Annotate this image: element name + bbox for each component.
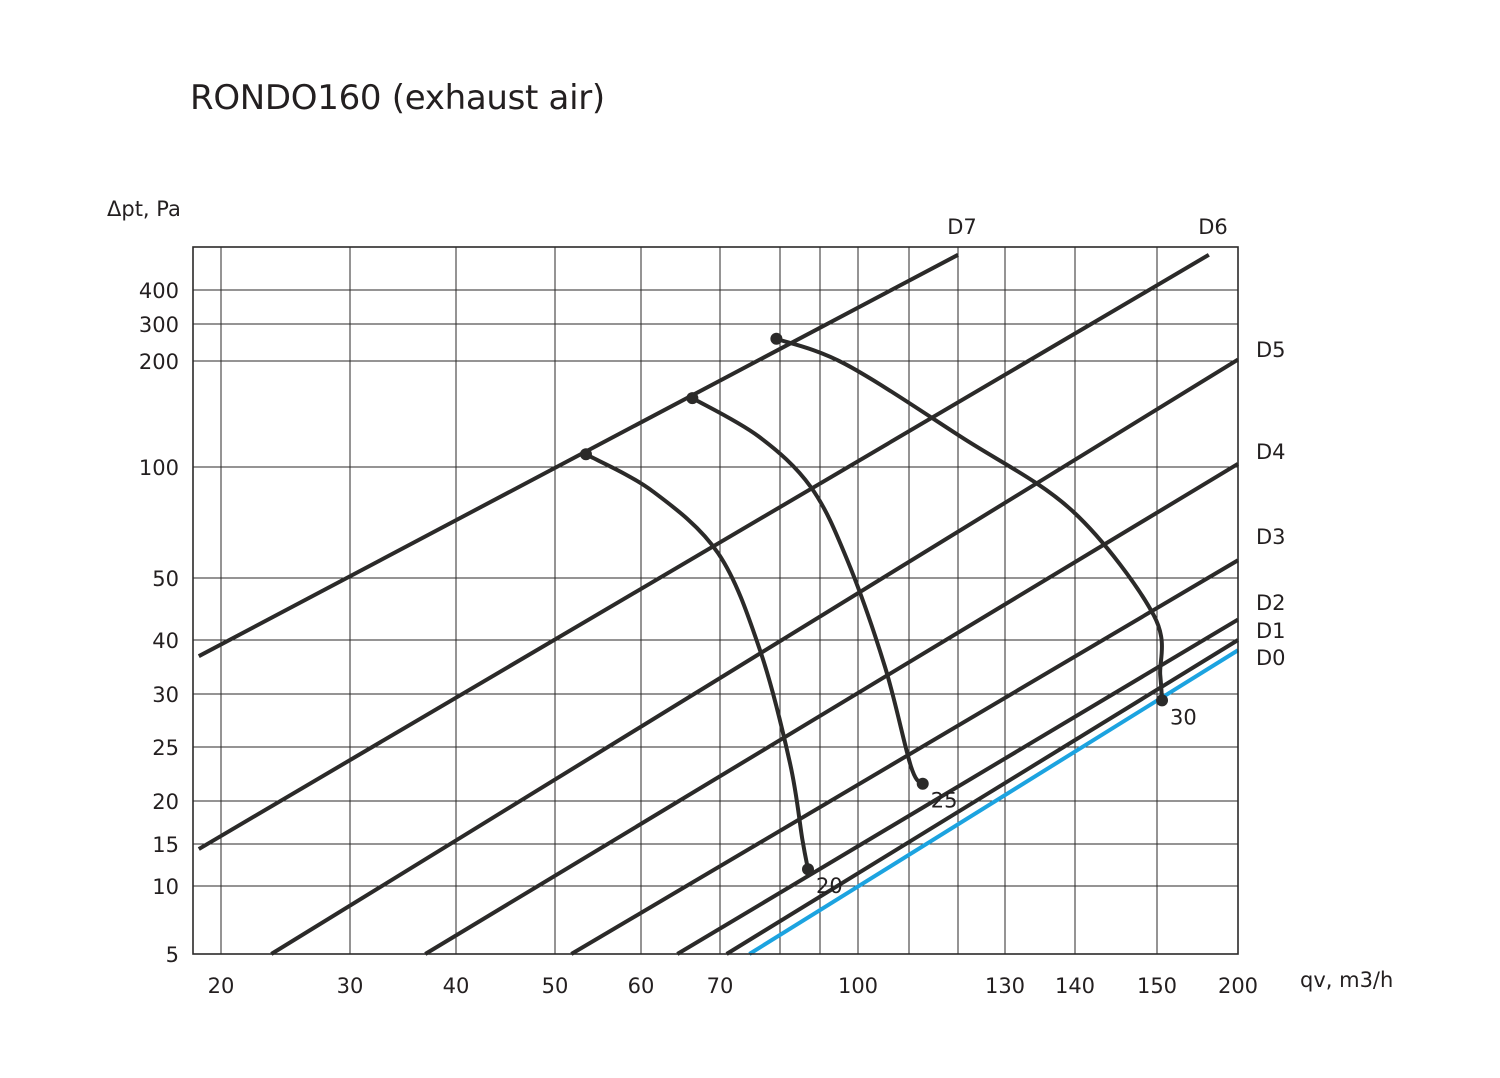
series-label-d6: D6 <box>1198 215 1228 239</box>
velocity-label-20: 20 <box>816 874 843 898</box>
y-tick-label: 50 <box>152 567 179 591</box>
series-line-d6 <box>197 253 1210 851</box>
labels: 20 30 40 50 60 70 100 130 140 150 200 400 300 200 100 5… <box>139 215 1286 998</box>
y-tick-label: 20 <box>152 790 179 814</box>
x-axis-title: qv, m3/h <box>1300 968 1393 992</box>
series-line-d1 <box>725 638 1240 956</box>
y-tick-label: 100 <box>139 456 179 480</box>
series-line-d5 <box>270 357 1240 956</box>
curve-end-point <box>802 863 814 876</box>
x-tick-label: 40 <box>443 974 470 998</box>
series-line-d3 <box>570 558 1240 956</box>
y-tick-label: 200 <box>139 350 179 374</box>
series-label-d2: D2 <box>1256 591 1286 615</box>
x-tick-label: 100 <box>838 974 878 998</box>
series-line-d2 <box>676 617 1240 956</box>
velocity-curves <box>579 332 1169 876</box>
y-tick-label: 10 <box>152 875 179 899</box>
x-tick-label: 20 <box>208 974 235 998</box>
x-tick-label: 130 <box>985 974 1025 998</box>
y-tick-label: 15 <box>152 833 179 857</box>
series-label-d1: D1 <box>1256 619 1286 643</box>
x-tick-label: 70 <box>707 974 734 998</box>
y-tick-label: 30 <box>152 683 179 707</box>
velocity-curve-20 <box>584 452 810 870</box>
y-tick-label: 5 <box>166 943 179 967</box>
series-label-d0: D0 <box>1256 646 1286 670</box>
chart-title: RONDO160 (exhaust air) <box>190 78 605 118</box>
y-tick-label: 40 <box>152 629 179 653</box>
curve-end-point <box>1156 694 1169 707</box>
x-tick-label: 60 <box>628 974 655 998</box>
x-tick-label: 50 <box>542 974 569 998</box>
series-label-d3: D3 <box>1256 525 1286 549</box>
series-line-d7 <box>197 253 959 658</box>
y-tick-label: 300 <box>139 313 179 337</box>
series-label-d5: D5 <box>1256 338 1286 362</box>
y-tick-label: 25 <box>152 736 179 760</box>
grid <box>193 247 1238 954</box>
series-label-d7: D7 <box>947 215 977 239</box>
curve-end-point <box>916 777 929 790</box>
velocity-curve-30 <box>775 336 1165 701</box>
y-axis-title: Δpt, Pa <box>107 197 181 221</box>
curve-start-point <box>770 332 783 345</box>
curve-start-point <box>686 392 699 405</box>
series-label-d4: D4 <box>1256 440 1286 464</box>
x-tick-label: 30 <box>337 974 364 998</box>
velocity-label-30: 30 <box>1170 705 1197 729</box>
plot-frame <box>192 246 1239 955</box>
x-tick-label: 150 <box>1137 974 1177 998</box>
series-lines <box>197 253 1240 956</box>
x-tick-label: 140 <box>1055 974 1095 998</box>
y-tick-label: 400 <box>139 279 179 303</box>
x-tick-label: 200 <box>1218 974 1258 998</box>
velocity-label-25: 25 <box>931 789 958 813</box>
curve-start-point <box>579 448 592 461</box>
velocity-curve-25 <box>691 396 925 786</box>
